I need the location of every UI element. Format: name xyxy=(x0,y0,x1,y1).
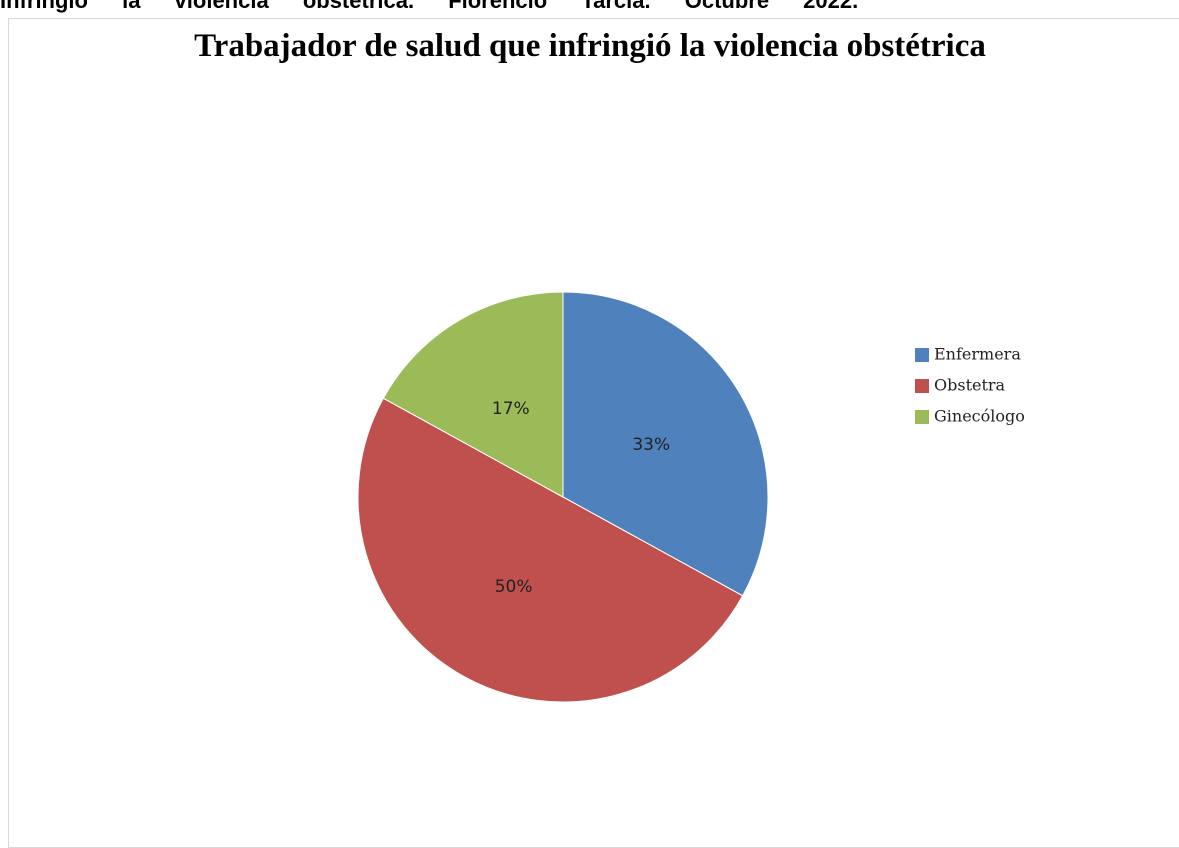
data-label: 50% xyxy=(495,577,533,597)
legend-swatch xyxy=(915,348,929,362)
pie-slice xyxy=(382,291,564,498)
caption: Infringió la violencia obstétrica. Flore… xyxy=(0,0,859,13)
legend-label: Ginecólogo xyxy=(934,407,1025,426)
data-label: 33% xyxy=(632,435,670,455)
chart-title: Trabajador de salud que infringió la vio… xyxy=(194,28,986,64)
legend-label: Enfermera xyxy=(934,345,1021,364)
legend-label: Obstetra xyxy=(934,376,1006,395)
legend-swatch xyxy=(915,410,929,424)
legend-swatch xyxy=(915,379,929,393)
data-label: 17% xyxy=(492,399,530,419)
pie-slice xyxy=(357,397,744,703)
pie-slice xyxy=(562,291,769,597)
